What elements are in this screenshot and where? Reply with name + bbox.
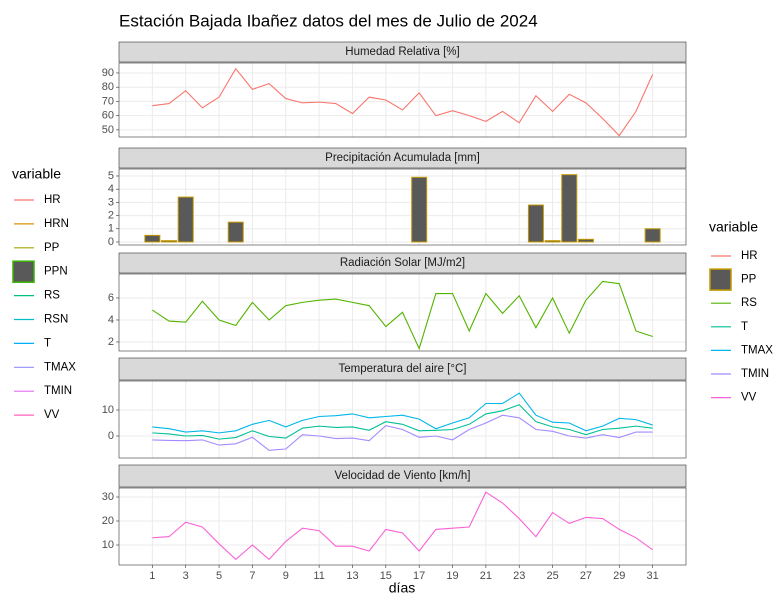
bar	[644, 228, 661, 243]
data-line	[152, 280, 653, 351]
panel-border	[118, 380, 687, 459]
x-tick-label: 21	[480, 570, 492, 582]
panel	[119, 63, 686, 137]
x-tick-label: 1	[149, 570, 155, 582]
strip-label: Velocidad de Viento [km/h]	[335, 470, 471, 482]
chart-title: Estación Bajada Ibañez datos del mes de …	[119, 11, 538, 30]
legend-label: TMAX	[44, 361, 76, 373]
data-line	[152, 404, 653, 440]
legend-key	[709, 268, 732, 291]
data-line	[152, 67, 654, 137]
panel-border	[118, 487, 687, 566]
x-tick-label: 25	[546, 570, 558, 582]
panel-border	[118, 62, 687, 138]
legend-label: HR	[44, 194, 61, 206]
y-tick-label: 70	[102, 95, 114, 107]
x-tick-label: 9	[283, 570, 289, 582]
y-tick-label: 6	[108, 292, 114, 304]
legend-label: HR	[741, 250, 758, 262]
legend-label: VV	[44, 409, 60, 421]
legend-title: variable	[12, 166, 61, 182]
strip	[118, 357, 687, 381]
legend-label: TMAX	[741, 344, 773, 356]
legend-key	[12, 260, 35, 283]
strip-label: Humedad Relativa [%]	[345, 46, 459, 58]
x-tick-label: 15	[380, 570, 392, 582]
x-tick-label: 19	[446, 570, 458, 582]
legend-label: VV	[741, 392, 757, 404]
legend-label: PP	[44, 242, 60, 254]
strip	[118, 147, 687, 169]
legend-label: PP	[741, 274, 757, 286]
x-tick-label: 11	[313, 570, 324, 582]
x-tick-label: 31	[647, 570, 659, 582]
data-line	[152, 491, 653, 561]
y-tick-label: 4	[108, 183, 114, 195]
y-tick-label: 5	[108, 170, 114, 182]
legend-label: HRN	[44, 218, 69, 230]
y-tick-label: 90	[102, 67, 114, 79]
x-tick-label: 17	[413, 570, 425, 582]
strip-label: Temperatura del aire [°C]	[339, 363, 467, 375]
y-tick-label: 80	[102, 81, 114, 93]
strip	[118, 41, 687, 63]
strip	[118, 252, 687, 274]
strip-label: Precipitación Acumulada [mm]	[325, 152, 480, 164]
x-tick-label: 5	[216, 570, 222, 582]
bar	[161, 240, 178, 243]
x-tick-label: 7	[249, 570, 255, 582]
y-tick-label: 30	[102, 491, 114, 503]
y-tick-label: 10	[102, 539, 114, 551]
x-tick-label: 29	[613, 570, 625, 582]
x-tick-label: 3	[183, 570, 189, 582]
y-tick-label: 10	[102, 404, 114, 416]
bar	[177, 196, 194, 243]
y-tick-label: 4	[108, 314, 114, 326]
x-tick-label: 13	[346, 570, 358, 582]
y-tick-label: 20	[102, 515, 114, 527]
panel-border	[118, 168, 687, 246]
y-tick-label: 0	[108, 430, 114, 442]
data-line	[152, 392, 653, 434]
y-tick-label: 2	[108, 209, 114, 221]
x-tick-label: 23	[513, 570, 525, 582]
legend-title: variable	[709, 219, 758, 235]
strip	[118, 464, 687, 488]
data-line	[152, 414, 653, 451]
y-tick-label: 3	[108, 196, 114, 208]
legend-label: TMIN	[741, 368, 769, 380]
y-tick-label: 1	[108, 223, 114, 235]
panel	[119, 169, 686, 245]
x-axis-label: días	[389, 580, 415, 596]
y-tick-label: 60	[102, 110, 114, 122]
legend-label: T	[44, 337, 51, 349]
legend-label: RSN	[44, 314, 68, 326]
bar	[411, 176, 428, 243]
y-tick-label: 50	[102, 124, 114, 136]
x-tick-label: 27	[580, 570, 592, 582]
bar	[544, 240, 561, 243]
bar	[561, 174, 578, 243]
legend-label: TMIN	[44, 385, 72, 397]
panel	[119, 488, 686, 565]
legend-label: RS	[741, 297, 757, 309]
bar	[227, 221, 244, 243]
bar	[144, 234, 161, 243]
y-tick-label: 2	[108, 336, 114, 348]
legend-label: T	[741, 321, 748, 333]
legend-label: RS	[44, 290, 60, 302]
bar	[577, 238, 594, 243]
strip-label: Radiación Solar [MJ/m2]	[340, 257, 465, 269]
legend-label: PPN	[44, 266, 68, 278]
panel-border	[118, 273, 687, 352]
panel	[119, 381, 686, 458]
y-tick-label: 0	[108, 236, 114, 248]
bar	[527, 204, 544, 243]
